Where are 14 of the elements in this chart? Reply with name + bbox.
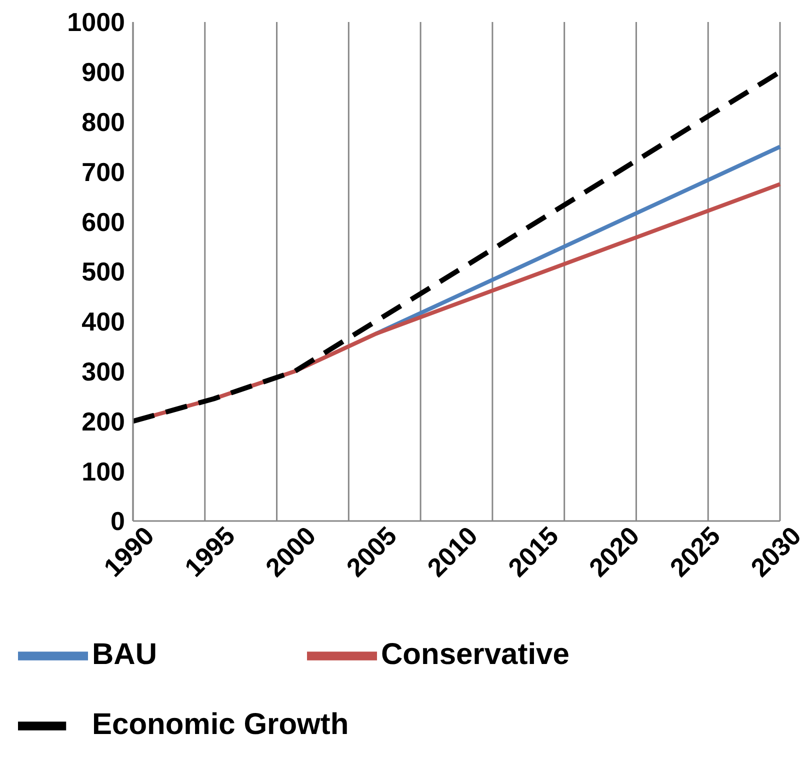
- y-tick-label: 400: [82, 306, 125, 337]
- legend-label: Conservative: [381, 638, 570, 671]
- y-tick-label: 1000: [67, 7, 125, 38]
- y-tick-label: 900: [82, 57, 125, 88]
- y-tick-label: 100: [82, 456, 125, 486]
- y-tick-label: 600: [82, 206, 125, 237]
- y-tick-label: 300: [82, 356, 125, 387]
- y-tick-label: 700: [82, 156, 125, 187]
- y-tick-label: 0: [110, 506, 125, 536]
- legend-label: BAU: [92, 638, 157, 671]
- legend-label: Economic Growth: [92, 708, 349, 741]
- y-tick-label: 500: [82, 256, 125, 287]
- y-tick-label: 800: [82, 107, 125, 138]
- y-tick-label: 200: [82, 406, 125, 436]
